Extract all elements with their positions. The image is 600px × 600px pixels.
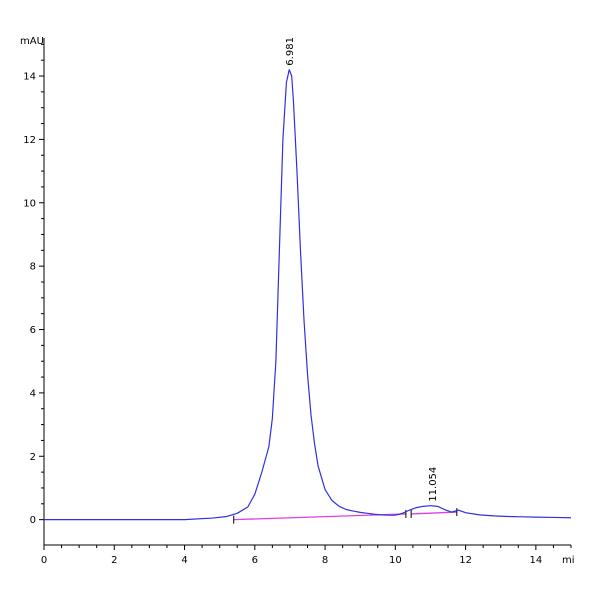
x-tick-label: 4 [181, 555, 187, 566]
signal-trace [44, 69, 572, 521]
peak-labels: 6.981 11.054 [285, 37, 439, 502]
axes [43, 38, 571, 546]
y-tick-label: 14 [23, 72, 36, 83]
y-unit-label: mAU [20, 36, 44, 47]
x-tick-label: 12 [459, 555, 472, 566]
x-tick-label: 0 [41, 555, 47, 566]
x-tick-label: 14 [529, 555, 542, 566]
integration-baseline [411, 511, 457, 515]
x-tick-label: 8 [322, 555, 328, 566]
y-tick-label: 8 [30, 262, 36, 273]
y-tick-label: 0 [30, 515, 36, 526]
series-layer [44, 69, 572, 524]
y-tick-label: 6 [30, 325, 36, 336]
y-tick-label: 10 [23, 198, 36, 209]
peak-label: 11.054 [428, 467, 439, 502]
y-tick-label: 2 [30, 452, 36, 463]
y-tick-label: 4 [30, 388, 36, 399]
x-ticks: 0 2 4 6 8 10 12 14 [41, 545, 572, 566]
x-tick-label: 6 [252, 555, 258, 566]
y-ticks: 0 2 4 6 8 10 12 14 [23, 43, 44, 526]
y-tick-label: 12 [23, 135, 36, 146]
peak-label: 6.981 [285, 37, 296, 66]
x-unit-label: mi [562, 555, 575, 566]
x-tick-label: 2 [111, 555, 117, 566]
x-tick-label: 10 [389, 555, 402, 566]
